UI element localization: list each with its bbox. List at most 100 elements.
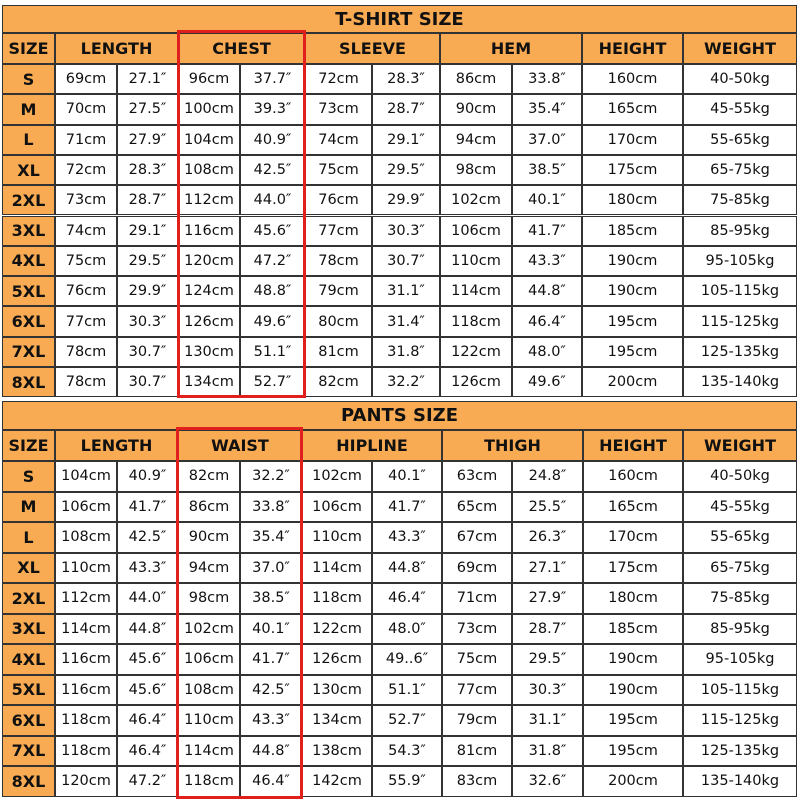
size-label: S	[2, 461, 55, 492]
size-label: 2XL	[2, 185, 55, 216]
cell: 54.3″	[372, 735, 442, 766]
cell: 49.6″	[512, 367, 582, 398]
cell: 195cm	[582, 336, 683, 367]
cell: 29.9″	[372, 185, 440, 216]
cell: 135-140kg	[683, 766, 797, 797]
size-label: M	[2, 94, 55, 125]
column-header: SIZE	[2, 430, 55, 461]
cell: 42.5″	[117, 522, 178, 553]
cell: 76cm	[305, 185, 372, 216]
cell: 40-50kg	[683, 461, 797, 492]
cell: 180cm	[583, 583, 683, 614]
cell: 125-135kg	[683, 735, 797, 766]
cell: 142cm	[302, 766, 372, 797]
cell: 82cm	[305, 367, 372, 398]
cell: 52.7″	[240, 367, 305, 398]
cell: 110cm	[178, 705, 240, 736]
size-label: 6XL	[2, 306, 55, 337]
cell: 78cm	[305, 245, 372, 277]
cell: 44.8″	[117, 613, 178, 644]
cell: 71cm	[55, 124, 117, 155]
cell: 75cm	[305, 154, 372, 186]
cell: 112cm	[178, 185, 240, 216]
cell: 118cm	[302, 583, 372, 614]
cell: 32.2″	[240, 461, 302, 492]
cell: 42.5″	[240, 674, 302, 705]
cell: 120cm	[178, 245, 240, 277]
cell: 78cm	[55, 367, 117, 398]
cell: 35.4″	[512, 94, 582, 125]
column-header: HEM	[440, 33, 582, 64]
size-label: 5XL	[2, 276, 55, 307]
cell: 95-105kg	[683, 245, 797, 277]
cell: 130cm	[178, 336, 240, 367]
cell: 94cm	[440, 124, 512, 155]
size-label: 8XL	[2, 766, 55, 797]
cell: 195cm	[582, 306, 683, 337]
cell: 114cm	[302, 552, 372, 583]
cell: 40.9″	[240, 124, 305, 155]
cell: 48.0″	[372, 613, 442, 644]
cell: 83cm	[442, 766, 512, 797]
cell: 82cm	[178, 461, 240, 492]
cell: 200cm	[582, 367, 683, 398]
size-label: XL	[2, 552, 55, 583]
cell: 125-135kg	[683, 336, 797, 367]
cell: 126cm	[178, 306, 240, 337]
cell: 115-125kg	[683, 705, 797, 736]
cell: 55-65kg	[683, 124, 797, 155]
cell: 122cm	[302, 613, 372, 644]
cell: 85-95kg	[683, 215, 797, 246]
cell: 85-95kg	[683, 613, 797, 644]
cell: 33.8″	[512, 64, 582, 95]
cell: 55.9″	[372, 766, 442, 797]
cell: 104cm	[55, 461, 117, 492]
cell: 49.6″	[240, 306, 305, 337]
size-label: 2XL	[2, 583, 55, 614]
cell: 75cm	[442, 644, 512, 675]
cell: 106cm	[55, 491, 117, 522]
cell: 31.8″	[372, 336, 440, 367]
cell: 49..6″	[372, 644, 442, 675]
column-header: LENGTH	[55, 33, 178, 64]
cell: 76cm	[55, 276, 117, 307]
cell: 40.1″	[372, 461, 442, 492]
cell: 33.8″	[240, 491, 302, 522]
cell: 48.8″	[240, 276, 305, 307]
cell: 116cm	[178, 215, 240, 246]
column-header: WEIGHT	[683, 33, 797, 64]
cell: 185cm	[582, 215, 683, 246]
cell: 200cm	[583, 766, 683, 797]
cell: 29.5″	[372, 154, 440, 186]
cell: 180cm	[582, 185, 683, 216]
cell: 135-140kg	[683, 367, 797, 398]
cell: 37.7″	[240, 64, 305, 95]
cell: 40.9″	[117, 461, 178, 492]
cell: 67cm	[442, 522, 512, 553]
cell: 45.6″	[117, 644, 178, 675]
cell: 27.9″	[117, 124, 178, 155]
cell: 52.7″	[372, 705, 442, 736]
cell: 28.3″	[117, 154, 178, 186]
cell: 102cm	[302, 461, 372, 492]
cell: 118cm	[178, 766, 240, 797]
cell: 114cm	[178, 735, 240, 766]
cell: 105-115kg	[683, 674, 797, 705]
cell: 46.4″	[117, 705, 178, 736]
cell: 114cm	[55, 613, 117, 644]
cell: 108cm	[178, 154, 240, 186]
cell: 77cm	[305, 215, 372, 246]
cell: 65-75kg	[683, 552, 797, 583]
cell: 40.1″	[240, 613, 302, 644]
cell: 185cm	[583, 613, 683, 644]
cell: 27.1″	[117, 64, 178, 95]
cell: 30.3″	[512, 674, 583, 705]
cell: 79cm	[442, 705, 512, 736]
cell: 118cm	[55, 705, 117, 736]
cell: 28.7″	[117, 185, 178, 216]
cell: 29.1″	[372, 124, 440, 155]
cell: 28.3″	[372, 64, 440, 95]
cell: 46.4″	[117, 735, 178, 766]
cell: 44.8″	[372, 552, 442, 583]
cell: 81cm	[305, 336, 372, 367]
